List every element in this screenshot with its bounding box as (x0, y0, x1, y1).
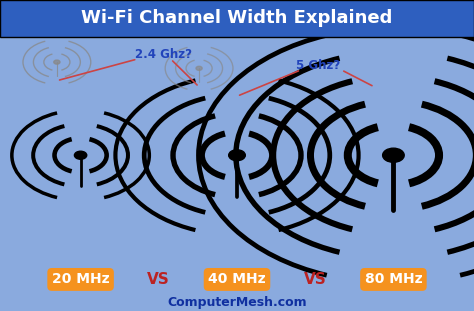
Text: 2.4 Ghz?: 2.4 Ghz? (135, 48, 192, 61)
Circle shape (196, 66, 202, 70)
Circle shape (383, 148, 404, 162)
FancyBboxPatch shape (0, 0, 474, 37)
Circle shape (228, 150, 246, 161)
Text: VS: VS (147, 272, 170, 287)
Text: Wi-Fi Channel Width Explained: Wi-Fi Channel Width Explained (82, 9, 392, 27)
Text: ComputerMesh.com: ComputerMesh.com (167, 296, 307, 309)
Circle shape (54, 60, 60, 64)
Text: VS: VS (304, 272, 327, 287)
Circle shape (74, 151, 87, 159)
Text: 80 MHz: 80 MHz (365, 272, 422, 286)
Text: 40 MHz: 40 MHz (208, 272, 266, 286)
Text: 20 MHz: 20 MHz (52, 272, 109, 286)
Text: 5 Ghz?: 5 Ghz? (296, 59, 340, 72)
